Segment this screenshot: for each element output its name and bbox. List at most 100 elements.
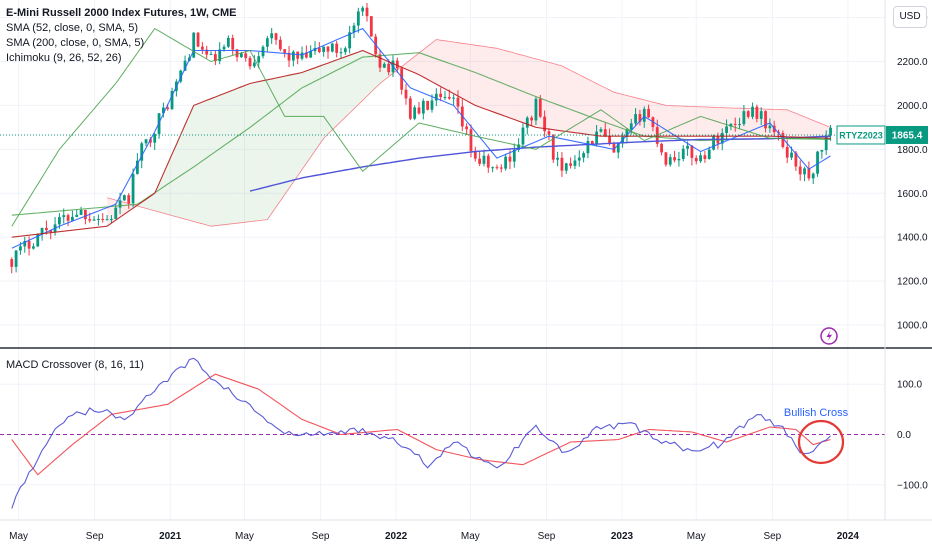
candle xyxy=(803,166,806,182)
time-tick-label: Sep xyxy=(312,531,330,542)
cloud-segment xyxy=(371,54,376,92)
candle-body xyxy=(725,126,728,133)
time-axis[interactable]: May Sep 2021 May Sep 2022 May Sep 2023 May Sep 2024 xyxy=(9,531,859,542)
price-tick-label: 2000.0 xyxy=(897,101,928,112)
cloud-segment xyxy=(185,115,190,221)
candle-body xyxy=(404,89,408,99)
cloud-segment xyxy=(670,105,675,137)
candle xyxy=(278,36,282,52)
candle-body xyxy=(556,157,560,160)
candle-body xyxy=(257,56,261,63)
candle xyxy=(335,40,339,58)
cloud-segment xyxy=(193,103,199,223)
cloud-segment xyxy=(544,61,549,130)
cloud-segment xyxy=(302,70,307,170)
cloud-segment xyxy=(410,56,415,73)
cloud-segment xyxy=(678,105,684,137)
candle-body xyxy=(569,163,573,166)
candle-body xyxy=(226,37,230,47)
cloud-segment xyxy=(548,62,554,130)
cloud-segment xyxy=(180,124,186,220)
candle-body xyxy=(582,153,586,158)
candle xyxy=(161,102,165,118)
candle-body xyxy=(504,156,508,169)
cloud-segment xyxy=(345,55,350,118)
candle xyxy=(673,150,676,163)
candle xyxy=(746,110,750,119)
cloud-segment xyxy=(315,66,320,151)
cloud-segment xyxy=(332,59,337,130)
price-axis[interactable]: 1000.0 1200.0 1400.0 1600.0 1800.0 2000.0 2200… xyxy=(897,13,928,331)
cloud-segment xyxy=(237,86,242,224)
cloud-segment xyxy=(505,50,510,118)
candle-body xyxy=(452,97,456,99)
cloud-segment xyxy=(202,100,207,226)
cloud-segment xyxy=(557,64,562,131)
cloud-segment xyxy=(574,72,580,134)
candle-body xyxy=(23,240,27,247)
cloud-segment xyxy=(778,109,783,137)
legend-sma52[interactable]: SMA (52, close, 0, SMA, 5) xyxy=(6,22,139,34)
lightning-icon[interactable] xyxy=(820,327,838,345)
macd-axis[interactable]: 100.0 0.0 −100.0 xyxy=(897,380,928,492)
candle-body xyxy=(798,166,802,175)
candle-body xyxy=(71,216,74,221)
cloud-segment xyxy=(479,45,484,109)
candle xyxy=(603,122,607,138)
candle-body xyxy=(729,123,733,127)
candle-body xyxy=(265,38,269,47)
candle-body xyxy=(781,133,785,147)
candle-body xyxy=(213,54,217,62)
candle-body xyxy=(170,91,174,110)
price-tag-value-box xyxy=(886,125,928,144)
candle-body xyxy=(248,57,252,67)
candle-body xyxy=(166,107,170,110)
candle-body xyxy=(421,100,425,114)
candle-body xyxy=(356,11,360,26)
candle-body xyxy=(790,152,793,158)
cloud-segment xyxy=(613,92,619,137)
candle-body xyxy=(88,219,92,221)
main-legend: E-Mini Russell 2000 Index Futures, 1W, C… xyxy=(6,6,236,66)
candle-body xyxy=(387,63,391,73)
cloud-segment xyxy=(730,107,736,137)
macd-title[interactable]: MACD Crossover (8, 16, 11) xyxy=(6,359,144,371)
cloud-segment xyxy=(354,52,359,109)
candle xyxy=(707,146,711,160)
candle-body xyxy=(694,157,698,162)
cloud-segment xyxy=(579,74,584,134)
cloud-segment xyxy=(561,65,567,132)
legend-ichimoku[interactable]: Ichimoku (9, 26, 52, 26) xyxy=(6,52,122,64)
currency-button[interactable]: USD xyxy=(893,6,927,28)
cloud-segment xyxy=(704,106,710,137)
candle xyxy=(23,236,27,253)
candle-body xyxy=(612,144,616,153)
candle-body xyxy=(751,106,754,117)
candle xyxy=(231,34,235,55)
candle-body xyxy=(330,43,334,52)
candle-body xyxy=(278,39,282,50)
candle-body xyxy=(530,117,534,121)
candle-body xyxy=(408,98,412,119)
cloud-segment xyxy=(328,61,333,135)
candle xyxy=(213,50,217,66)
candle-body xyxy=(84,209,87,220)
candle-body xyxy=(712,136,715,150)
cloud-segment xyxy=(609,90,614,137)
candle-body xyxy=(668,157,672,165)
candle-body xyxy=(79,209,83,215)
candle xyxy=(699,152,702,163)
cloud-segment xyxy=(488,47,493,112)
candle xyxy=(690,144,694,166)
candle xyxy=(400,67,404,95)
legend-sma200[interactable]: SMA (200, close, 0, SMA, 5) xyxy=(6,37,145,49)
candle-body xyxy=(179,70,183,82)
candle-body xyxy=(283,49,287,53)
candle-body xyxy=(135,160,139,174)
candle xyxy=(296,51,300,65)
candle-body xyxy=(296,51,300,59)
candle-body xyxy=(495,167,499,169)
cloud-segment xyxy=(791,111,796,138)
candle xyxy=(291,50,295,67)
chart-title: E-Mini Russell 2000 Index Futures, 1W, C… xyxy=(6,7,237,19)
